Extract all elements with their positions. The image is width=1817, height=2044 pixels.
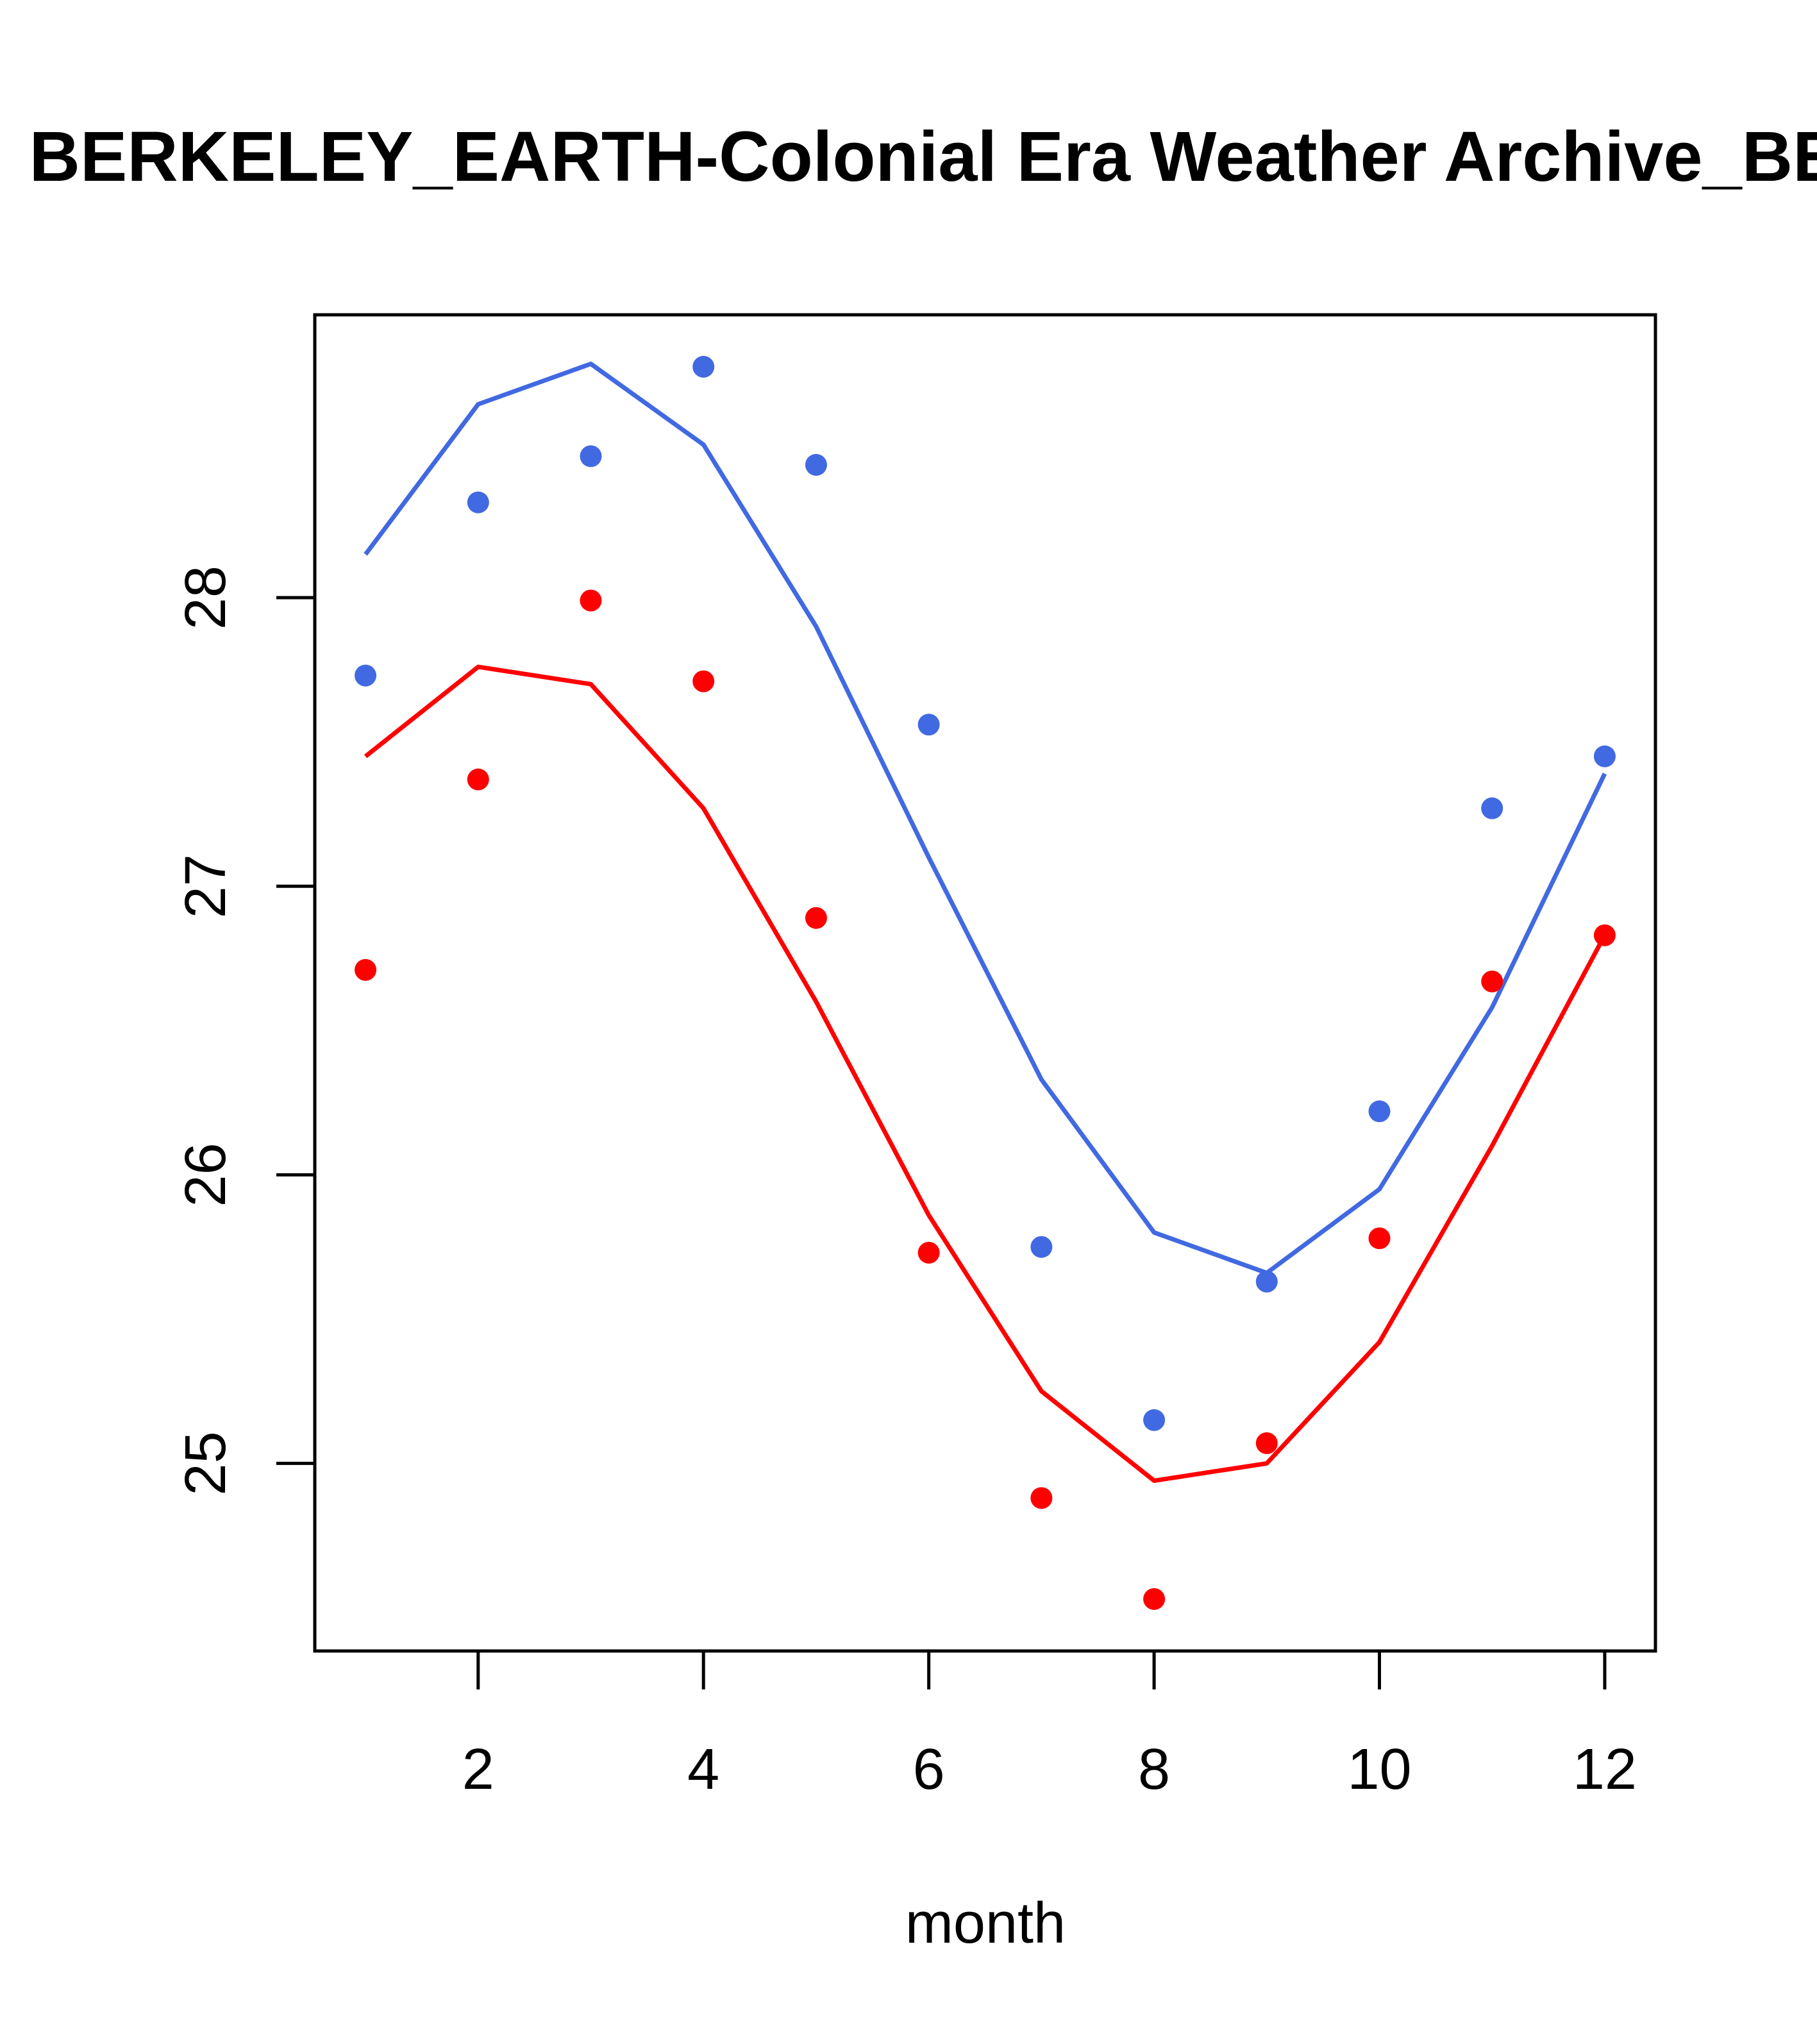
y-tick-label: 27 — [174, 854, 238, 918]
series-0-point — [692, 356, 715, 378]
chart-title: BERKELEY_EARTH-Colonial Era Weather Arch… — [29, 117, 1817, 196]
series-1-point — [467, 768, 489, 791]
x-tick-label: 6 — [913, 1738, 945, 1802]
y-tick-label: 25 — [174, 1431, 238, 1495]
series-1-point — [355, 959, 377, 981]
series-1-point — [1593, 924, 1616, 946]
series-0-point — [1030, 1236, 1053, 1258]
series-1-line — [364, 664, 1607, 1483]
plot-frame — [313, 313, 1657, 1653]
series-1-point — [805, 907, 827, 929]
series-0-point — [1255, 1270, 1278, 1293]
x-tick-label: 10 — [1347, 1738, 1411, 1802]
series-1-point — [692, 670, 715, 692]
series-0-point — [917, 714, 940, 736]
x-tick-label: 12 — [1573, 1738, 1637, 1802]
x-axis-label: month — [905, 1891, 1066, 1956]
series-1-point — [1030, 1487, 1053, 1509]
series-layer — [355, 356, 1616, 1610]
y-tick-label: 26 — [174, 1143, 238, 1207]
series-0-point — [805, 454, 827, 476]
x-axis: 2 4 6 8 10 12 — [462, 1651, 1637, 1802]
series-1-point — [1481, 970, 1503, 993]
series-0-point — [1143, 1409, 1166, 1431]
series-0-line — [364, 362, 1607, 1275]
x-tick-label: 4 — [687, 1738, 719, 1802]
x-tick-label: 2 — [462, 1738, 494, 1802]
series-1-point — [917, 1241, 940, 1264]
x-tick-label: 8 — [1138, 1738, 1170, 1802]
series-0-point — [1481, 797, 1503, 819]
series-1-point — [1143, 1587, 1166, 1610]
series-1-point — [1255, 1432, 1278, 1454]
series-0-point — [580, 445, 602, 467]
series-0-point — [355, 664, 377, 687]
series-1-point — [1368, 1227, 1391, 1250]
series-0-point — [467, 491, 489, 514]
y-tick-label: 28 — [174, 565, 238, 630]
series-1-point — [580, 589, 602, 612]
y-axis: 25 26 27 28 — [174, 565, 315, 1495]
series-0-point — [1593, 745, 1616, 767]
series-0-point — [1368, 1100, 1391, 1123]
